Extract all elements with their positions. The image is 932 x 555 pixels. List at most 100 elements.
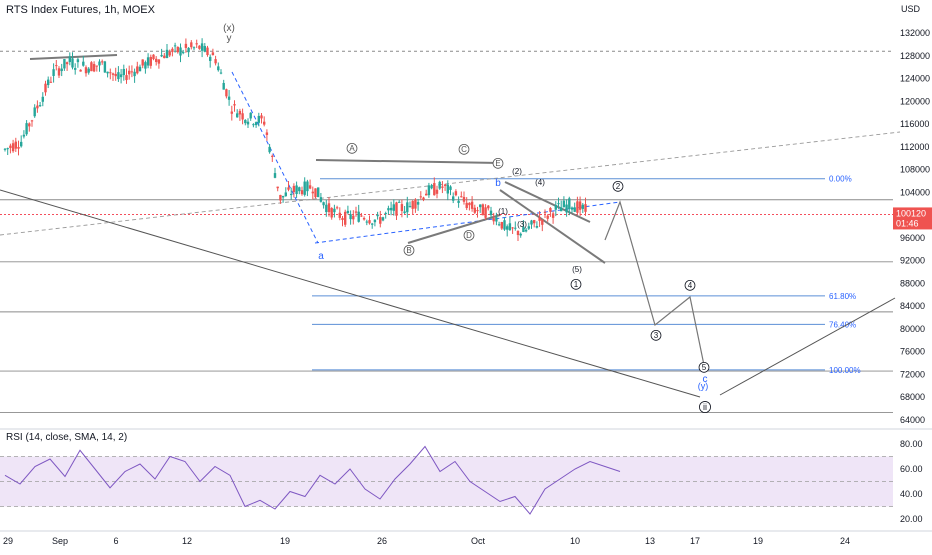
price-tick-label: 80000 [900,324,925,334]
candle-body [465,202,468,209]
candle-body [400,204,404,212]
candle-body [11,143,15,152]
time-tick-label: 13 [645,536,655,546]
candle-body [157,59,161,64]
candle-body [457,200,460,203]
candle-body [117,72,120,80]
candle-body [487,205,490,209]
candle-body [20,141,23,147]
candle-body [535,226,539,228]
candle-body [187,47,190,53]
candle-body [41,96,44,102]
wave-label: A [349,144,355,153]
candle-body [6,148,9,150]
candle-body [3,148,7,150]
price-tick-label: 96000 [900,233,925,243]
candle-body [435,189,439,194]
candle-body [238,110,242,115]
candle-body [87,68,90,73]
chart-title: RTS Index Futures, 1h, MOEX [6,4,155,16]
candle-body [319,197,323,202]
price-tick-label: 116000 [900,119,929,129]
candle-body [109,72,112,74]
candle-body [371,223,374,225]
candle-body [527,226,530,229]
candle-body [30,120,34,122]
wedge-lower-line [499,189,606,264]
candle-body [292,185,296,193]
triangle-upper-line [315,159,501,164]
time-tick-label: 6 [113,536,118,546]
candle-body [200,43,204,51]
wave-label-circle [403,244,415,256]
candle-body [254,122,258,126]
candle-body [489,210,493,216]
time-tick-label: 10 [570,536,580,546]
candle-body [325,204,328,213]
candle-body [249,112,252,119]
candle-body [76,59,80,63]
candle-body [227,96,231,100]
candle-body [497,224,501,226]
candle-body [90,62,93,72]
candle-body [60,68,63,72]
candle-body [257,115,260,123]
rsi-pane: 20.00 40.00 60.00 80.00 [0,439,923,524]
grid-layer [0,428,932,532]
candle-body [568,198,571,209]
candle-body [209,56,212,61]
candle-body [560,207,563,212]
candle-body [49,81,53,83]
candle-body [554,205,557,210]
candle-body [330,208,333,218]
rsi-title: RSI (14, close, SMA, 14, 2) [6,432,128,443]
rsi-tick-label: 20.00 [900,514,923,524]
candle-body [441,186,444,188]
candle-body [17,146,20,149]
projection-path [604,200,706,371]
candle-body [79,69,82,72]
candle-body [419,196,422,198]
candle-body [149,56,152,66]
candle-body [290,193,293,196]
wave-label: b [495,178,501,189]
time-tick-label: 29 [3,536,13,546]
candle-body [425,193,428,196]
price-axis: USD 64000 68000 72000 76000 80000 84000 88000 92… [893,4,932,425]
candle-body [454,191,458,196]
candle-body [141,59,144,66]
price-tick-label: 68000 [900,392,925,402]
candle-body [546,215,549,219]
candle-body [557,203,560,205]
candle-body [511,227,514,229]
wave-label: B [406,246,411,255]
candle-body [443,184,447,186]
candle-body [163,55,166,59]
wave-label: (1) [498,207,508,216]
long-downtrend-line [0,189,701,398]
candle-body [408,206,412,208]
candle-body [333,208,336,213]
candle-body [398,201,401,203]
candle-body [314,188,317,198]
candle-body [473,207,476,213]
candle-body [171,48,174,53]
candle-body [36,105,39,109]
candle-body [530,220,533,225]
wave-label-circle [492,157,504,169]
price-tick-label: 64000 [900,415,925,425]
candle-body [346,210,350,213]
candle-body [160,55,163,57]
candle-body [168,51,171,56]
candle-body [14,141,17,149]
candle-body [263,121,266,125]
candle-body [106,71,109,74]
candle-body [392,204,395,211]
candle-body [438,181,441,189]
fib-layer: 0.00% 61.80% 76.40% 100.00% [312,175,861,375]
wave-label-circle [463,229,475,241]
candle-body [430,185,433,189]
candle-body [22,134,26,137]
